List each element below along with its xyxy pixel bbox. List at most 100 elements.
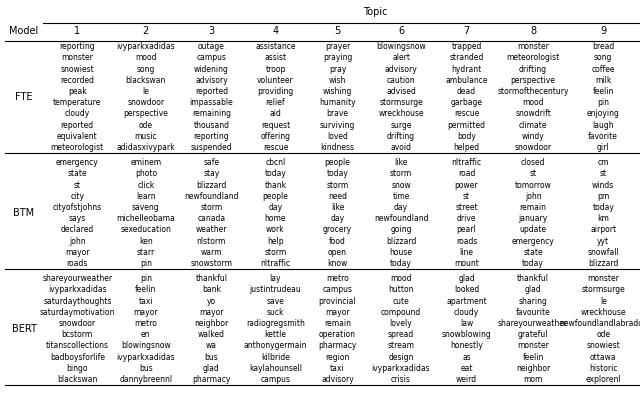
Text: perspective: perspective (124, 109, 168, 118)
Text: kettle: kettle (264, 330, 287, 339)
Text: enjoying: enjoying (587, 109, 620, 118)
Text: feelin: feelin (593, 87, 614, 96)
Text: 2: 2 (143, 26, 149, 36)
Text: street: street (455, 203, 478, 212)
Text: storm: storm (264, 248, 287, 257)
Text: campus: campus (323, 285, 353, 294)
Text: home: home (265, 214, 286, 223)
Text: mount: mount (454, 259, 479, 268)
Text: blizzard: blizzard (386, 237, 416, 246)
Text: advisory: advisory (321, 375, 354, 384)
Text: day: day (268, 203, 282, 212)
Text: Model: Model (10, 26, 38, 36)
Text: drifting: drifting (519, 64, 547, 73)
Text: day: day (330, 214, 344, 223)
Text: canada: canada (197, 214, 225, 223)
Text: warm: warm (201, 248, 222, 257)
Text: glad: glad (525, 285, 541, 294)
Text: monster: monster (517, 341, 549, 350)
Text: stormofthecentury: stormofthecentury (497, 87, 569, 96)
Text: mood: mood (135, 53, 157, 62)
Text: offering: offering (260, 132, 291, 141)
Text: emergency: emergency (512, 237, 554, 246)
Text: photo: photo (135, 169, 157, 178)
Text: rescue: rescue (263, 143, 288, 152)
Text: le: le (143, 87, 149, 96)
Text: equivalent: equivalent (57, 132, 98, 141)
Text: impassable: impassable (189, 98, 234, 107)
Text: pharmacy: pharmacy (318, 341, 356, 350)
Text: music: music (134, 132, 157, 141)
Text: loved: loved (327, 132, 348, 141)
Text: ivyparkxadidas: ivyparkxadidas (48, 285, 107, 294)
Text: design: design (388, 353, 413, 362)
Text: ottawa: ottawa (590, 353, 616, 362)
Text: relief: relief (266, 98, 285, 107)
Text: helped: helped (454, 143, 479, 152)
Text: surviving: surviving (320, 121, 355, 130)
Text: le: le (600, 296, 607, 305)
Text: saturdaymotivation: saturdaymotivation (40, 308, 115, 317)
Text: grocery: grocery (323, 225, 352, 234)
Text: dead: dead (457, 87, 476, 96)
Text: aid: aid (269, 109, 282, 118)
Text: troop: troop (265, 64, 285, 73)
Text: city: city (70, 192, 84, 201)
Text: tomorrow: tomorrow (515, 180, 552, 189)
Text: emergency: emergency (56, 158, 99, 167)
Text: operation: operation (319, 330, 356, 339)
Text: nltraffic: nltraffic (451, 158, 482, 167)
Text: bread: bread (592, 42, 614, 51)
Text: mayor: mayor (325, 308, 349, 317)
Text: km: km (597, 214, 609, 223)
Text: like: like (331, 203, 344, 212)
Text: thousand: thousand (193, 121, 229, 130)
Text: 9: 9 (600, 26, 606, 36)
Text: power: power (455, 180, 478, 189)
Text: climate: climate (519, 121, 547, 130)
Text: lovely: lovely (390, 319, 412, 328)
Text: suspended: suspended (191, 143, 232, 152)
Text: remaining: remaining (192, 109, 231, 118)
Text: favorite: favorite (588, 132, 618, 141)
Text: cityofstjohns: cityofstjohns (52, 203, 102, 212)
Text: anthonygermain: anthonygermain (244, 341, 307, 350)
Text: ambulance: ambulance (445, 76, 488, 85)
Text: looked: looked (454, 285, 479, 294)
Text: open: open (328, 248, 347, 257)
Text: 6: 6 (398, 26, 404, 36)
Text: mayor: mayor (134, 308, 158, 317)
Text: FTE: FTE (15, 92, 33, 102)
Text: cloudy: cloudy (65, 109, 90, 118)
Text: permitted: permitted (447, 121, 486, 130)
Text: stream: stream (387, 341, 415, 350)
Text: thankful: thankful (195, 274, 227, 283)
Text: blackswan: blackswan (125, 76, 166, 85)
Text: historic: historic (589, 364, 618, 373)
Text: feelin: feelin (135, 285, 157, 294)
Text: brave: brave (326, 109, 348, 118)
Text: body: body (457, 132, 476, 141)
Text: today: today (326, 169, 348, 178)
Text: nlstorm: nlstorm (196, 237, 226, 246)
Text: peak: peak (68, 87, 86, 96)
Text: meteorologist: meteorologist (506, 53, 560, 62)
Text: bingo: bingo (67, 364, 88, 373)
Text: road: road (458, 169, 476, 178)
Text: radiogregsmith: radiogregsmith (246, 319, 305, 328)
Text: yo: yo (207, 296, 216, 305)
Text: 8: 8 (530, 26, 536, 36)
Text: blowingsnow: blowingsnow (376, 42, 426, 51)
Text: st: st (74, 180, 81, 189)
Text: st: st (529, 169, 537, 178)
Text: perspective: perspective (511, 76, 556, 85)
Text: metro: metro (134, 319, 157, 328)
Text: sexeducation: sexeducation (120, 225, 172, 234)
Text: saveng: saveng (132, 203, 159, 212)
Text: temperature: temperature (53, 98, 102, 107)
Text: wreckhouse: wreckhouse (580, 308, 626, 317)
Text: food: food (329, 237, 346, 246)
Text: walked: walked (198, 330, 225, 339)
Text: spread: spread (388, 330, 414, 339)
Text: pray: pray (329, 64, 346, 73)
